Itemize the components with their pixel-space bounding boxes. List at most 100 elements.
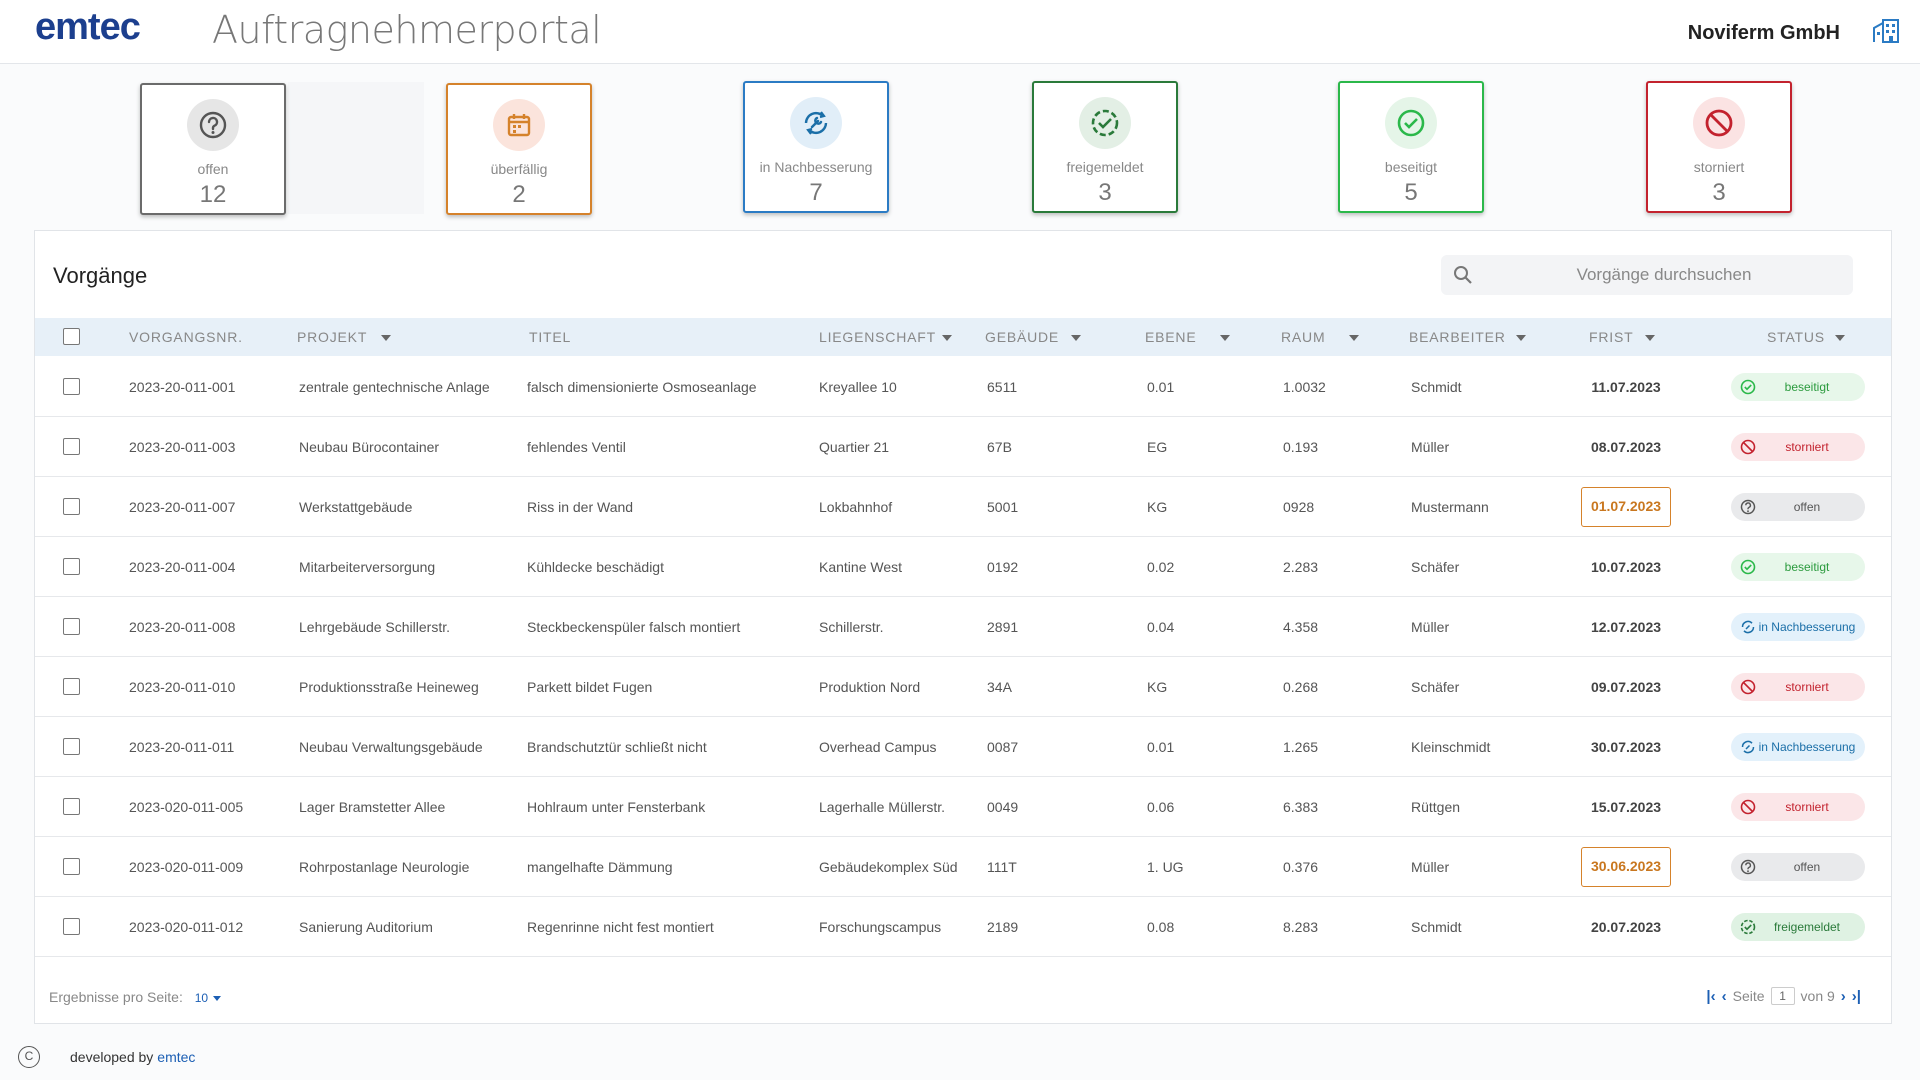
search-box[interactable] (1441, 255, 1853, 295)
column-header-frist[interactable]: FRIST (1589, 329, 1656, 345)
row-checkbox[interactable] (63, 438, 80, 455)
column-header-status[interactable]: STATUS (1767, 329, 1845, 345)
table-row[interactable]: 2023-020-011-005 Lager Bramstetter Allee H… (35, 777, 1891, 837)
column-header-ebene[interactable]: EBENE (1145, 329, 1231, 345)
status-card-freigemeldet[interactable]: freigemeldet 3 (1032, 81, 1178, 213)
cell-liegenschaft: Lagerhalle Müllerstr. (819, 799, 946, 815)
table-row[interactable]: 2023-20-011-001 zentrale gentechnische An… (35, 357, 1891, 417)
cell-gebaeude: 111T (987, 859, 1017, 875)
status-badge: freigemeldet (1731, 913, 1865, 941)
cell-bearbeiter: Schmidt (1411, 919, 1462, 935)
status-cards: offen 12 überfällig 2 in Nachbesserung 7… (0, 80, 1920, 220)
question-icon (1740, 859, 1756, 875)
column-header-vorgangsnr[interactable]: VORGANGSNR. (129, 329, 243, 345)
card-count: 7 (809, 179, 823, 206)
cell-vorgangsnr: 2023-20-011-007 (129, 499, 236, 515)
column-header-label: RAUM (1281, 329, 1326, 345)
calendar-icon (507, 114, 531, 137)
cell-projekt: Lehrgebäude Schillerstr. (299, 619, 450, 635)
status-badge-label: storniert (1785, 680, 1829, 694)
column-header-raum[interactable]: RAUM (1281, 329, 1360, 345)
cell-projekt: Produktionsstraße Heineweg (299, 679, 479, 695)
search-input[interactable] (1489, 255, 1839, 295)
cell-projekt: zentrale gentechnische Anlage (299, 379, 490, 395)
copyright-icon: C (18, 1046, 40, 1068)
table-row[interactable]: 2023-20-011-004 Mitarbeiterversorgung Kühl… (35, 537, 1891, 597)
last-page-icon[interactable]: ›| (1851, 987, 1861, 1005)
column-header-titel[interactable]: TITEL (529, 329, 571, 345)
row-checkbox[interactable] (63, 378, 80, 395)
row-checkbox[interactable] (63, 558, 80, 575)
card-placeholder (288, 82, 424, 214)
column-header-label: PROJEKT (297, 329, 368, 345)
status-card-nachbesserung[interactable]: in Nachbesserung 7 (743, 81, 889, 213)
dashed-check-icon (1091, 109, 1119, 137)
table-row[interactable]: 2023-020-011-009 Rohrpostanlage Neurologi… (35, 837, 1891, 897)
first-page-icon[interactable]: |‹ (1706, 987, 1716, 1005)
developed-by-text: developed by (70, 1049, 154, 1065)
row-checkbox[interactable] (63, 498, 80, 515)
column-header-label: FRIST (1589, 329, 1634, 345)
status-card-offen[interactable]: offen 12 (140, 83, 286, 215)
per-page-control: Ergebnisse pro Seite: 10 (49, 989, 221, 1005)
row-checkbox[interactable] (63, 618, 80, 635)
column-header-projekt[interactable]: PROJEKT (297, 329, 392, 345)
column-header-label: BEARBEITER (1409, 329, 1506, 345)
column-header-label: LIEGENSCHAFT (819, 329, 936, 345)
status-badge-label: storniert (1785, 440, 1829, 454)
table-row[interactable]: 2023-20-011-007 Werkstattgebäude Riss in d… (35, 477, 1891, 537)
cell-frist: 11.07.2023 (1591, 379, 1661, 395)
page-input[interactable]: 1 (1770, 987, 1795, 1005)
portal-title: Auftragnehmerportal (212, 8, 602, 52)
cell-bearbeiter: Schäfer (1411, 559, 1460, 575)
row-checkbox[interactable] (63, 738, 80, 755)
status-badge: storniert (1731, 673, 1865, 701)
card-count: 12 (199, 181, 227, 208)
next-page-icon[interactable]: › (1840, 987, 1846, 1005)
table-row[interactable]: 2023-20-011-008 Lehrgebäude Schillerstr. S… (35, 597, 1891, 657)
cell-bearbeiter: Schmidt (1411, 379, 1462, 395)
status-badge-label: freigemeldet (1773, 920, 1841, 934)
cell-gebaeude: 34A (987, 679, 1012, 695)
cell-ebene: KG (1147, 499, 1168, 515)
cell-ebene: 0.01 (1147, 379, 1175, 395)
table-row[interactable]: 2023-20-011-011 Neubau Verwaltungsgebäude… (35, 717, 1891, 777)
cell-vorgangsnr: 2023-20-011-003 (129, 439, 236, 455)
status-card-storniert[interactable]: storniert 3 (1646, 81, 1792, 213)
question-icon (1740, 499, 1756, 515)
column-header-bearbeiter[interactable]: BEARBEITER (1409, 329, 1526, 345)
cell-frist-overdue: 30.06.2023 (1581, 847, 1671, 887)
prev-page-icon[interactable]: ‹ (1721, 987, 1727, 1005)
cancel-icon (1740, 799, 1756, 815)
emtec-logo[interactable]: emtec (35, 6, 141, 48)
cell-raum: 8.283 (1283, 919, 1319, 935)
footer-brand-link[interactable]: emtec (157, 1049, 196, 1065)
building-icon[interactable] (1872, 18, 1900, 44)
row-checkbox[interactable] (63, 678, 80, 695)
status-card-beseitigt[interactable]: beseitigt 5 (1338, 81, 1484, 213)
cell-vorgangsnr: 2023-20-011-001 (129, 379, 236, 395)
row-checkbox[interactable] (63, 858, 80, 875)
cell-frist: 20.07.2023 (1590, 919, 1662, 935)
per-page-select[interactable]: 10 (195, 991, 221, 1005)
cell-vorgangsnr: 2023-20-011-010 (129, 679, 236, 695)
cell-ebene: 1. UG (1147, 859, 1184, 875)
row-checkbox[interactable] (63, 798, 80, 815)
status-badge-label: in Nachbesserung (1758, 740, 1856, 754)
cell-vorgangsnr: 2023-20-011-011 (129, 739, 235, 755)
status-badge: offen (1731, 493, 1865, 521)
table-row[interactable]: 2023-020-011-012 Sanierung Auditorium Rege… (35, 897, 1891, 957)
cell-projekt: Sanierung Auditorium (299, 919, 433, 935)
status-card-ueberfaellig[interactable]: überfällig 2 (446, 83, 592, 215)
card-label: offen (197, 161, 229, 177)
column-header-liegenschaft[interactable]: LIEGENSCHAFT (819, 329, 952, 345)
row-checkbox[interactable] (63, 918, 80, 935)
cell-ebene: 0.02 (1147, 559, 1175, 575)
select-all-checkbox[interactable] (63, 328, 80, 345)
status-badge-label: storniert (1785, 800, 1829, 814)
check-circle-icon (1740, 379, 1756, 395)
table-row[interactable]: 2023-20-011-003 Neubau Bürocontainer fehle… (35, 417, 1891, 477)
column-header-gebaeude[interactable]: GEBÄUDE (985, 329, 1082, 345)
page-label: Seite (1732, 988, 1765, 1004)
table-row[interactable]: 2023-20-011-010 Produktionsstraße Heinewe… (35, 657, 1891, 717)
